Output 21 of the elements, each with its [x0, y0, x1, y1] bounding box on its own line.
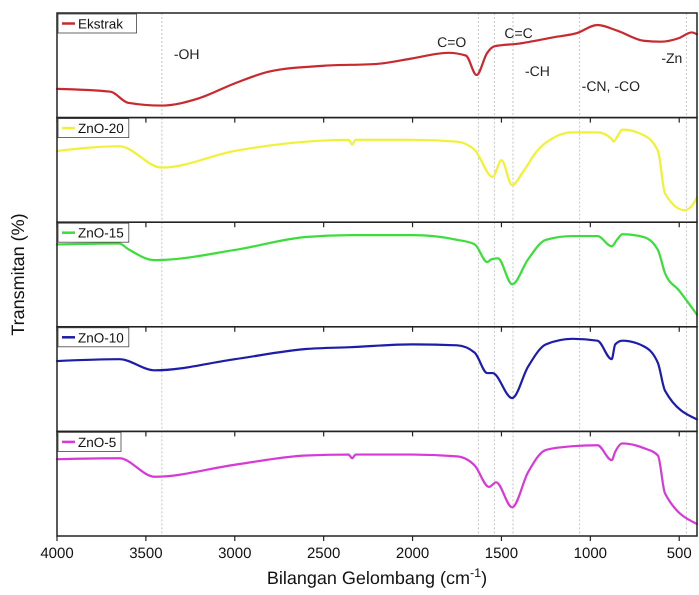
legend-label: ZnO-20	[78, 121, 124, 136]
x-axis-title: Bilangan Gelombang (cm$^{-1}$)	[266, 566, 488, 588]
legend-label: ZnO-10	[78, 330, 124, 346]
x-tick-label: 3500	[129, 545, 163, 562]
legend-label: Ekstrak	[78, 16, 124, 32]
x-tick-label: 4000	[40, 545, 74, 562]
ref-line-label: -OH	[174, 46, 200, 62]
x-tick-label: 500	[666, 545, 692, 562]
x-tick-label: 3000	[218, 545, 252, 562]
y-axis-title: Transmitan (%)	[8, 213, 28, 336]
legend-label: ZnO-15	[78, 226, 124, 241]
ref-line-label: -Zn	[661, 50, 682, 66]
ref-line-label: -CN, -CO	[582, 78, 640, 94]
ref-line-label: -CH	[525, 63, 550, 79]
legend-label: ZnO-5	[78, 434, 116, 450]
x-tick-label: 1000	[574, 545, 608, 562]
x-tick-label: 1500	[484, 545, 518, 562]
ref-line-label: C=C	[504, 25, 533, 41]
x-tick-label: 2500	[306, 545, 340, 562]
ref-line-label: C=O	[437, 34, 466, 50]
x-tick-label: 2000	[396, 545, 430, 562]
